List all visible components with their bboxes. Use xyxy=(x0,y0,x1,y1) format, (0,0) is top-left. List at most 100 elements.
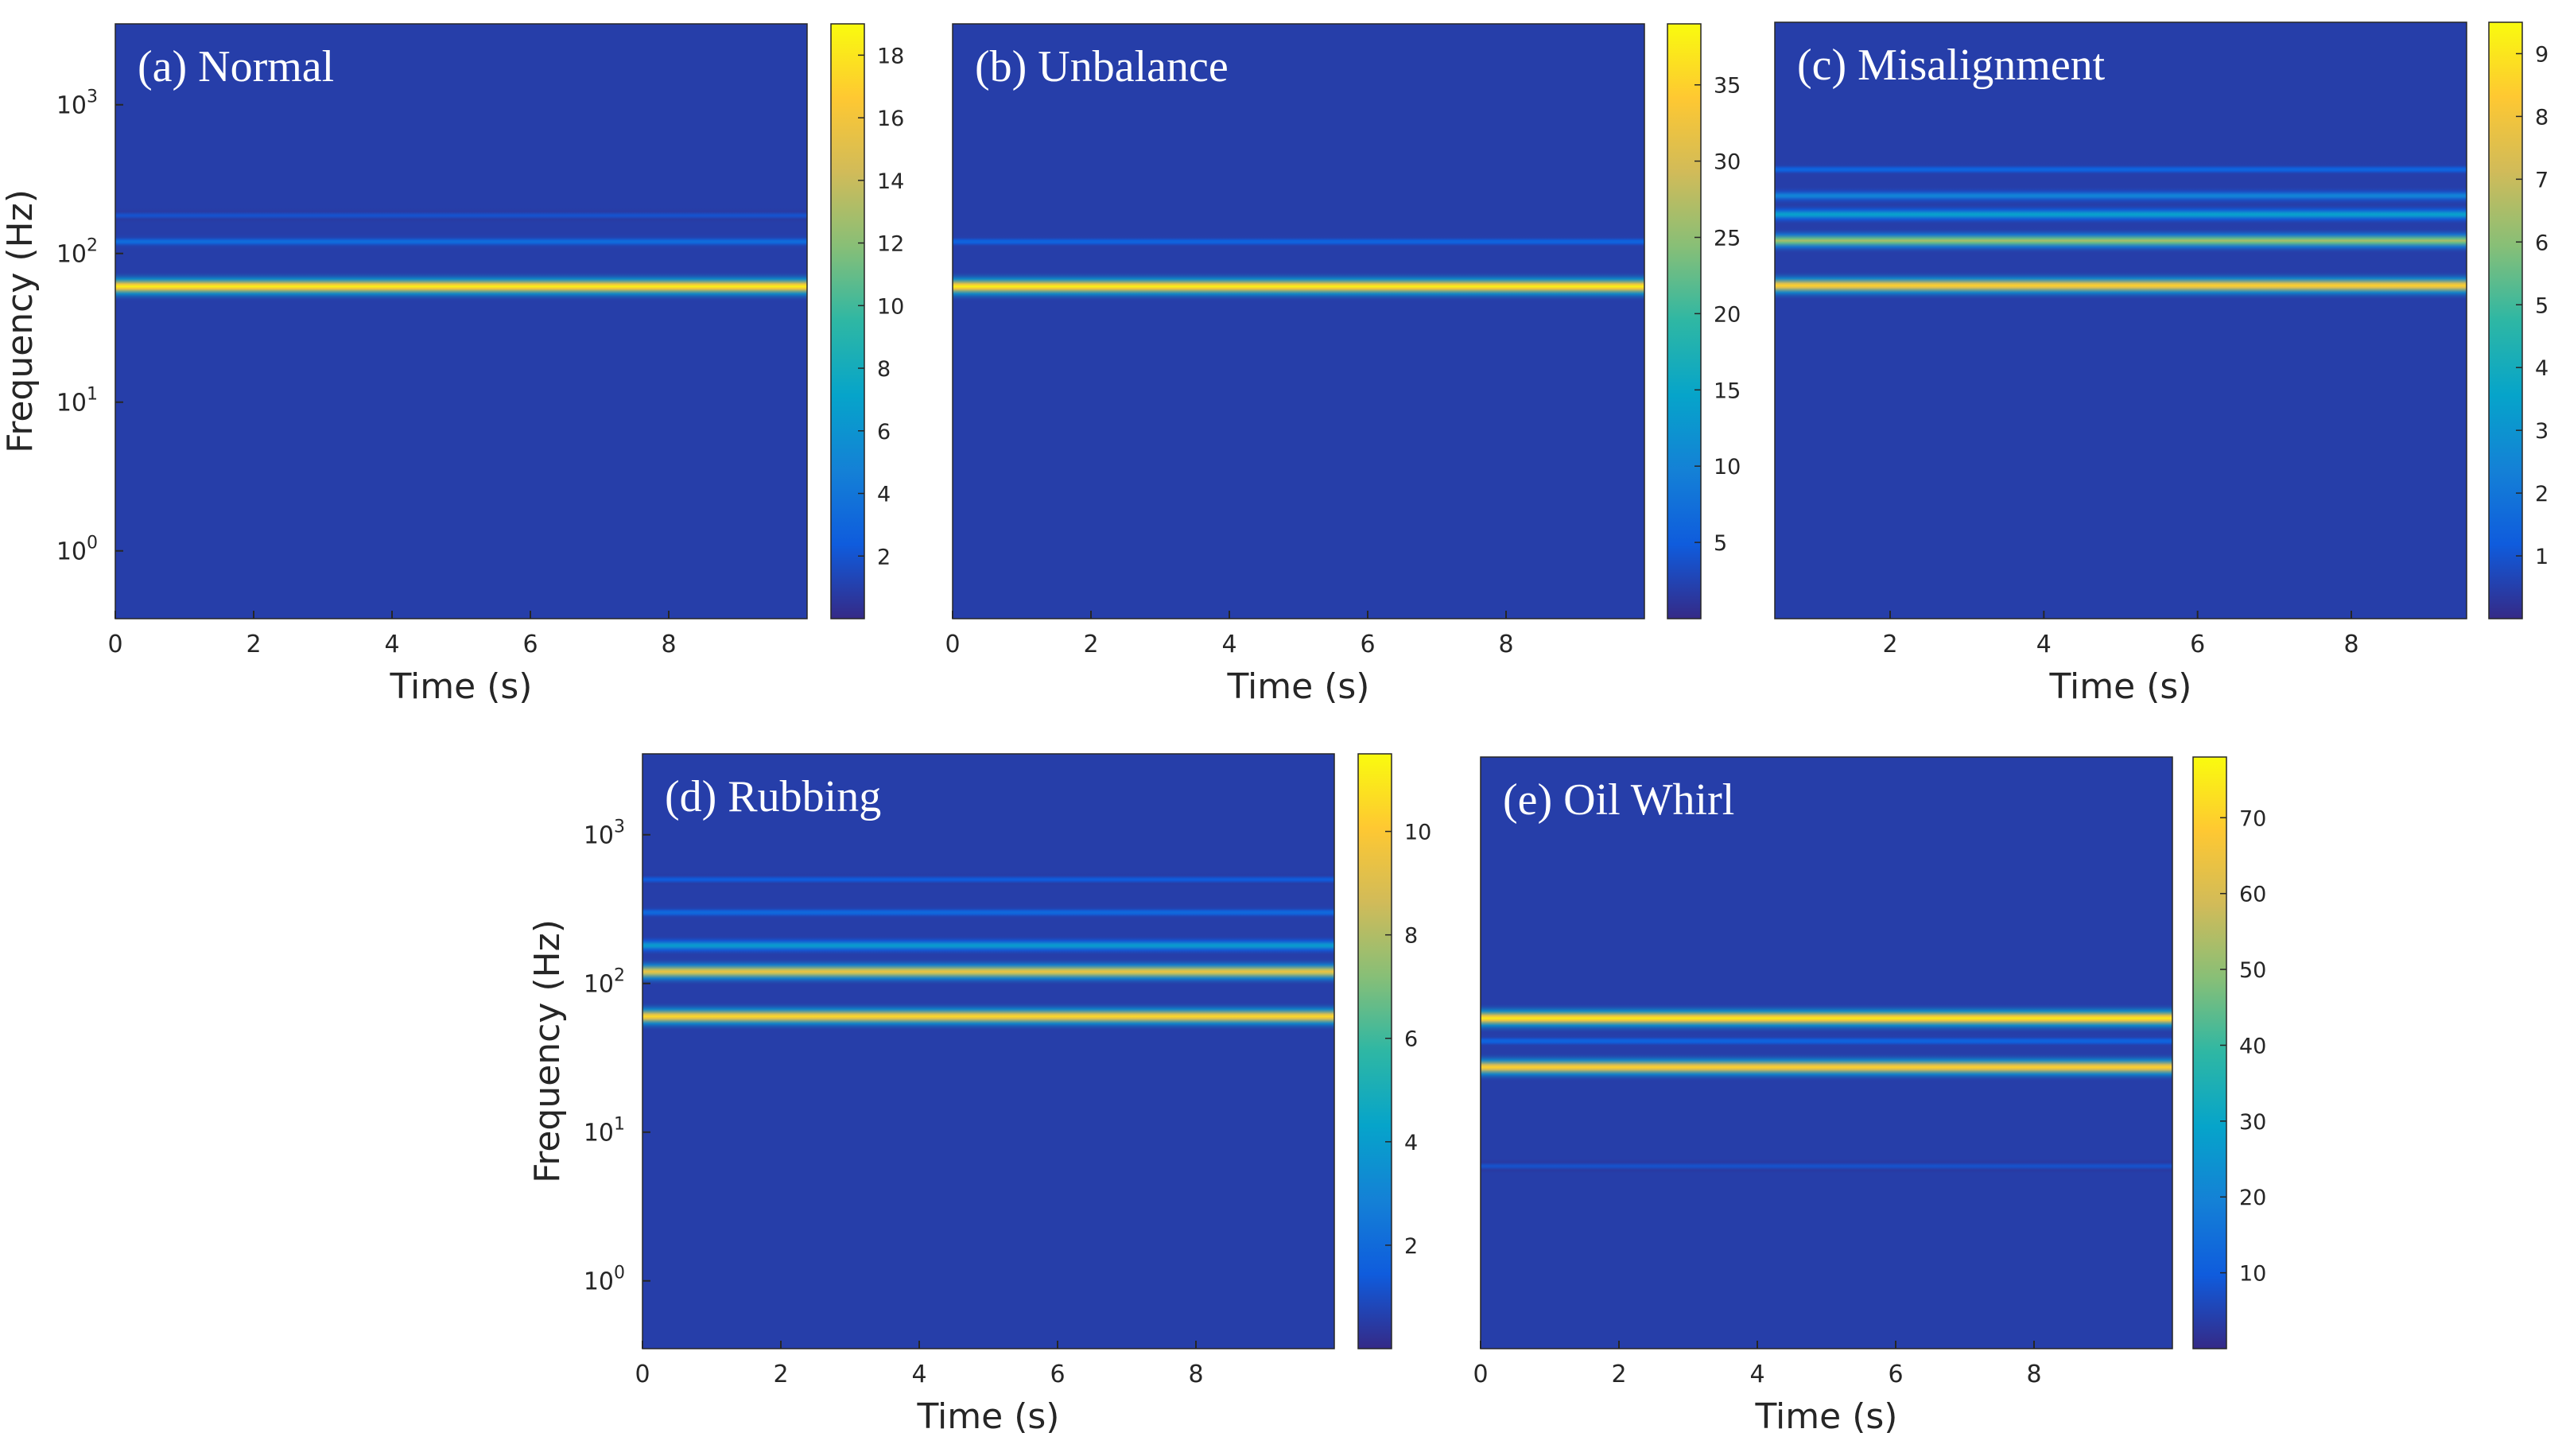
y-tick-label: 100 xyxy=(584,1264,625,1296)
frequency-band xyxy=(642,871,1334,888)
y-tick-label: 100 xyxy=(56,534,98,566)
x-tick-label: 2 xyxy=(246,631,261,658)
x-tick-label: 4 xyxy=(2036,631,2052,658)
spectrogram-background xyxy=(642,754,1334,1349)
panel-label: (b) Unbalance xyxy=(975,42,1229,91)
x-tick-label: 0 xyxy=(107,631,122,658)
x-tick-label: 4 xyxy=(384,631,399,658)
y-tick-label: 103 xyxy=(56,87,98,120)
colorbar-tick-label: 9 xyxy=(2535,42,2549,67)
colorbar-tick-label: 6 xyxy=(877,420,891,445)
y-tick-label: 102 xyxy=(584,966,625,999)
colorbar-tick-label: 2 xyxy=(2535,482,2549,507)
x-tick-label: 8 xyxy=(1498,631,1513,658)
x-tick-label: 4 xyxy=(911,1361,926,1388)
colorbar-tick-label: 20 xyxy=(1714,302,1741,327)
spectrogram-background xyxy=(115,24,807,619)
plot-frame xyxy=(1774,21,2467,619)
x-tick-label: 6 xyxy=(522,631,538,658)
x-tick-label: 6 xyxy=(1888,1361,1903,1388)
x-tick-label: 0 xyxy=(945,631,960,658)
x-tick-label: 8 xyxy=(661,631,676,658)
x-axis-label: Time (s) xyxy=(917,1396,1060,1437)
frequency-band xyxy=(1775,161,2467,178)
x-tick-label: 4 xyxy=(1221,631,1236,658)
colorbar-tick-label: 1 xyxy=(2535,545,2549,569)
x-tick-label: 6 xyxy=(2190,631,2205,658)
colorbar-tick-label: 10 xyxy=(877,294,904,319)
x-axis-label: Time (s) xyxy=(1755,1396,1898,1437)
spectrogram-background xyxy=(1775,22,2467,619)
colorbar-tick-label: 15 xyxy=(1714,379,1741,403)
x-axis-label: Time (s) xyxy=(1227,666,1370,707)
frequency-band xyxy=(1775,227,2467,254)
colorbar-tick-label: 10 xyxy=(1404,821,1431,845)
plot-frame xyxy=(642,753,1335,1349)
frequency-band xyxy=(1481,1158,2172,1175)
colorbar-tick-label: 8 xyxy=(877,357,891,382)
panel-label: (c) Misalignment xyxy=(1797,41,2106,90)
frequency-band xyxy=(953,271,1644,301)
colorbar-tick-label: 30 xyxy=(2239,1110,2266,1135)
colorbar xyxy=(1357,753,1392,1349)
x-tick-label: 8 xyxy=(2026,1361,2041,1388)
panel-5: 0 2 4 6 8 Time (s) (e) Oil Whirl 10 20 30 40 50 60 70 xyxy=(1473,756,2266,1437)
panel-label: (d) Rubbing xyxy=(665,772,881,821)
y-axis-label: Frequency (Hz) xyxy=(0,189,41,453)
colorbar-tick-label: 4 xyxy=(877,483,891,507)
colorbar-tick-label: 6 xyxy=(1404,1027,1418,1052)
colorbar-tick-label: 20 xyxy=(2239,1186,2266,1210)
frequency-band xyxy=(115,233,807,250)
frequency-band xyxy=(642,1002,1334,1031)
panel-2: 0 2 4 6 8 Time (s) (b) Unbalance 5 10 15 20 25 30 35 xyxy=(945,23,1741,707)
x-tick-label: 0 xyxy=(635,1361,650,1388)
colorbar-tick-label: 3 xyxy=(2535,419,2549,444)
colorbar-tick-label: 70 xyxy=(2239,806,2266,831)
x-tick-label: 8 xyxy=(2343,631,2358,658)
frequency-band xyxy=(115,271,807,301)
colorbar-tick-label: 18 xyxy=(877,44,904,68)
y-tick-label: 101 xyxy=(56,385,98,417)
colorbar-tick-label: 30 xyxy=(1714,150,1741,175)
spectrogram-background xyxy=(1481,757,2172,1349)
colorbar xyxy=(1667,23,1702,619)
plot-frame xyxy=(952,23,1645,619)
colorbar-tick-label: 8 xyxy=(1404,924,1418,949)
x-tick-label: 4 xyxy=(1749,1361,1764,1388)
colorbar-tick-label: 7 xyxy=(2535,168,2549,192)
frequency-band xyxy=(1775,204,2467,225)
x-tick-label: 8 xyxy=(1188,1361,1203,1388)
colorbar-tick-label: 10 xyxy=(1714,455,1741,480)
x-tick-label: 2 xyxy=(773,1361,788,1388)
x-tick-label: 2 xyxy=(1882,631,1897,658)
frequency-band xyxy=(1481,1003,2172,1034)
colorbar xyxy=(830,23,865,619)
frequency-band xyxy=(1775,186,2467,205)
spectrogram-background xyxy=(953,24,1644,619)
colorbar-tick-label: 5 xyxy=(1714,531,1727,556)
panel-label: (a) Normal xyxy=(138,42,334,91)
x-tick-label: 0 xyxy=(1473,1361,1488,1388)
colorbar xyxy=(2192,756,2227,1349)
frequency-band xyxy=(1481,1032,2172,1050)
y-tick-label: 102 xyxy=(56,236,98,269)
colorbar-tick-label: 5 xyxy=(2535,293,2549,318)
frequency-band xyxy=(1481,1053,2172,1081)
x-axis-label: Time (s) xyxy=(390,666,533,707)
colorbar-tick-label: 60 xyxy=(2239,883,2266,907)
x-axis-label: Time (s) xyxy=(2049,666,2192,707)
y-tick-label: 103 xyxy=(584,817,625,850)
colorbar xyxy=(2488,21,2523,619)
colorbar-tick-label: 6 xyxy=(2535,231,2549,255)
colorbar-tick-label: 25 xyxy=(1714,227,1741,251)
x-tick-label: 6 xyxy=(1050,1361,1065,1388)
frequency-band xyxy=(1775,271,2467,301)
x-tick-label: 6 xyxy=(1360,631,1375,658)
colorbar-tick-label: 40 xyxy=(2239,1034,2266,1058)
frequency-band xyxy=(642,903,1334,922)
colorbar-tick-label: 2 xyxy=(877,545,891,569)
panel-label: (e) Oil Whirl xyxy=(1503,775,1734,825)
frequency-band xyxy=(642,957,1334,986)
colorbar-tick-label: 4 xyxy=(2535,356,2549,381)
